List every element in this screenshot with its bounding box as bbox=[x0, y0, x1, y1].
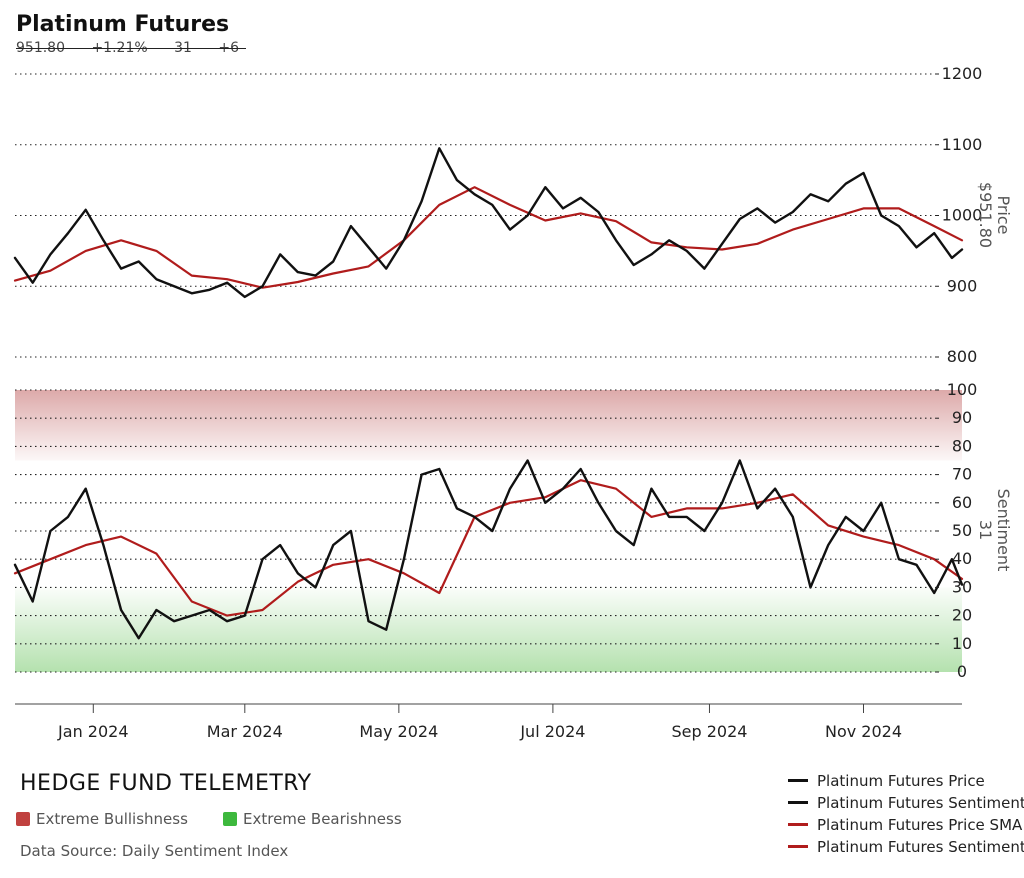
legend-item: Platinum Futures Sentiment bbox=[788, 794, 1024, 816]
extreme-bearish-label: Extreme Bearishness bbox=[243, 810, 402, 828]
legend-label: Platinum Futures Sentiment bbox=[817, 794, 1024, 812]
legend-line-icon bbox=[788, 845, 808, 848]
extreme-bearish-zone bbox=[15, 587, 962, 672]
brand-name: HEDGE FUND TELEMETRY bbox=[20, 771, 312, 796]
sentiment-tick-label: 60 bbox=[952, 493, 972, 512]
sentiment-tick-label: 80 bbox=[952, 436, 972, 455]
legend-line-icon bbox=[788, 823, 808, 826]
sentiment-line bbox=[13, 459, 964, 640]
x-tick-label: May 2024 bbox=[359, 722, 438, 741]
extreme-bullish-zone bbox=[15, 390, 962, 461]
price-tick-label: 1100 bbox=[942, 135, 983, 154]
price-tick-label: 800 bbox=[947, 347, 978, 366]
sentiment-tick-label: 100 bbox=[947, 380, 978, 399]
sentiment-tick-label: 50 bbox=[952, 521, 972, 540]
price-tick-label: 900 bbox=[947, 276, 978, 295]
sentiment-tick-label: 0 bbox=[957, 662, 967, 681]
extreme-bullish-label: Extreme Bullishness bbox=[36, 810, 188, 828]
price-axis-value: $951.80 bbox=[976, 182, 995, 248]
bearish-swatch bbox=[223, 812, 237, 826]
x-tick-label: Jan 2024 bbox=[57, 722, 128, 741]
legend-extreme-bearish: Extreme Bearishness bbox=[223, 810, 402, 828]
sentiment-tick-label: 70 bbox=[952, 465, 972, 484]
price-tick-label: 1000 bbox=[942, 206, 983, 225]
bullish-swatch bbox=[16, 812, 30, 826]
legend-item: Platinum Futures Sentiment SMA bbox=[788, 838, 1024, 860]
sentiment-axis-title: Sentiment bbox=[994, 489, 1013, 572]
price-axis-title: Price bbox=[994, 195, 1013, 234]
sentiment-tick-label: 10 bbox=[952, 634, 972, 653]
legend-line-icon bbox=[788, 779, 808, 782]
series-legend: Platinum Futures Price Platinum Futures … bbox=[788, 772, 1024, 860]
x-tick-label: Sep 2024 bbox=[671, 722, 747, 741]
legend-line-icon bbox=[788, 801, 808, 804]
legend-item: Platinum Futures Price bbox=[788, 772, 1024, 794]
price-sma-line bbox=[13, 186, 964, 289]
sentiment-axis-value: 31 bbox=[976, 520, 995, 540]
sentiment-tick-label: 90 bbox=[952, 408, 972, 427]
legend-item: Platinum Futures Price SMA bbox=[788, 816, 1024, 838]
price-line bbox=[13, 147, 964, 299]
legend-label: Platinum Futures Price bbox=[817, 772, 985, 790]
sentiment-tick-label: 40 bbox=[952, 549, 972, 568]
sentiment-tick-label: 30 bbox=[952, 577, 972, 596]
sentiment-tick-label: 20 bbox=[952, 606, 972, 625]
legend-label: Platinum Futures Price SMA bbox=[817, 816, 1023, 834]
x-tick-label: Mar 2024 bbox=[207, 722, 283, 741]
x-tick-label: Nov 2024 bbox=[825, 722, 902, 741]
quote-strike-line bbox=[16, 48, 246, 49]
dual-panel-chart: 800 900 1000 1100 1200 0 10 20 30 40 50 60 70 80 90 100… bbox=[13, 64, 1013, 741]
x-tick-label: Jul 2024 bbox=[519, 722, 585, 741]
sentiment-sma-line bbox=[13, 479, 964, 617]
legend-label: Platinum Futures Sentiment SMA bbox=[817, 838, 1024, 856]
legend-extreme-bullish: Extreme Bullishness bbox=[16, 810, 188, 828]
price-tick-label: 1200 bbox=[942, 64, 983, 83]
data-source: Data Source: Daily Sentiment Index bbox=[20, 842, 289, 860]
page-title: Platinum Futures bbox=[16, 12, 230, 37]
